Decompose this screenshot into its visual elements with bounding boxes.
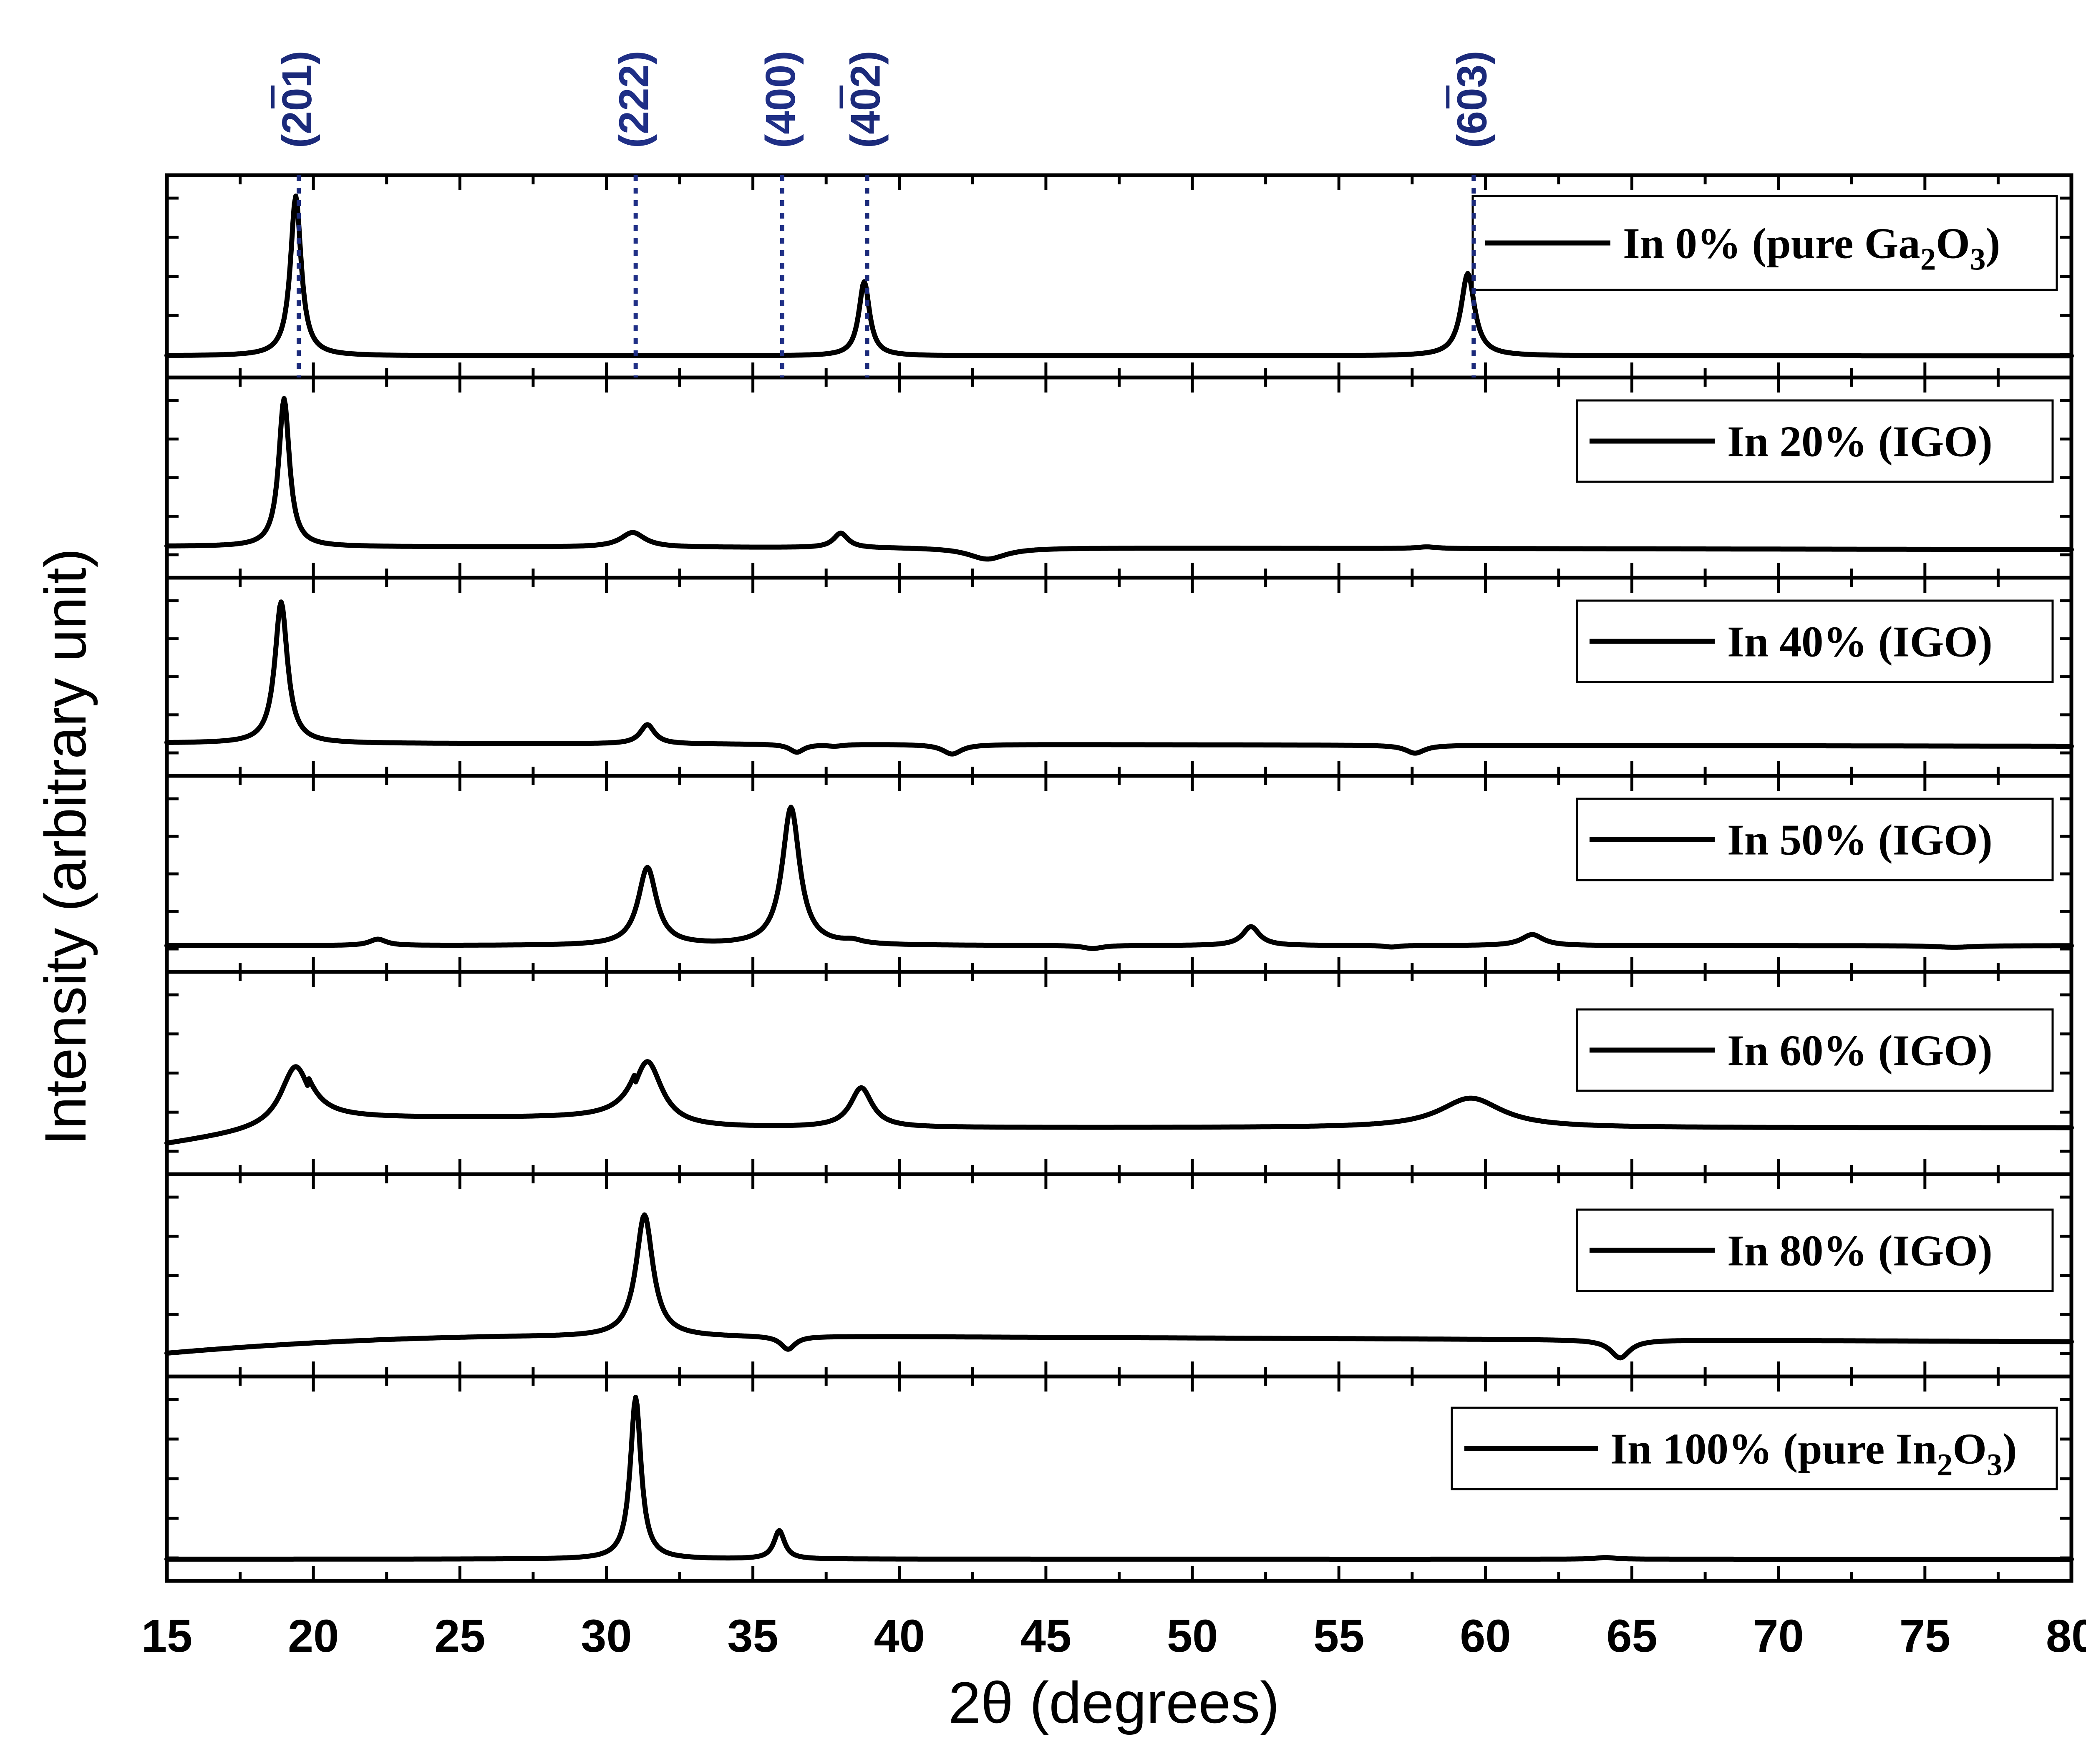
- legend-5: In 60% (IGO): [1576, 1008, 2054, 1092]
- x-tick-label: 75: [1900, 1610, 1950, 1662]
- x-tick-label: 60: [1460, 1610, 1511, 1662]
- series-line: [164, 396, 2074, 562]
- series-line: [164, 1212, 2074, 1361]
- legend-7: In 100% (pure In2O3): [1451, 1407, 2058, 1490]
- legend-6: In 80% (IGO): [1576, 1208, 2054, 1292]
- reference-line-1: (201): [271, 51, 320, 377]
- legend-4: In 50% (IGO): [1576, 798, 2054, 881]
- panels-layer: In 0% (pure Ga2O3)In 20% (IGO)In 40% (IG…: [164, 173, 2074, 1583]
- x-tick-label: 80: [2046, 1610, 2086, 1662]
- hkl-label: (201): [274, 51, 320, 148]
- hkl-label: (603): [1449, 51, 1495, 148]
- x-axis-label: 2θ (degrees): [948, 1670, 1280, 1735]
- legend-label: In 60% (IGO): [1727, 1026, 1993, 1075]
- legend-2: In 20% (IGO): [1576, 399, 2054, 483]
- x-tick-label: 45: [1020, 1610, 1071, 1662]
- x-tick-label: 30: [581, 1610, 632, 1662]
- panel-4: In 50% (IGO): [164, 774, 2074, 974]
- reference-lines-layer: (201) (222) (400) (402) (603): [271, 51, 1495, 377]
- x-tick-label: 35: [727, 1610, 778, 1662]
- x-tick-label: 25: [434, 1610, 485, 1662]
- series-line: [164, 1394, 2074, 1562]
- legend-label: In 50% (IGO): [1727, 815, 1993, 864]
- x-tick-label: 40: [874, 1610, 925, 1662]
- x-tick-label: 20: [288, 1610, 339, 1662]
- hkl-label: (402): [842, 51, 889, 148]
- legend-label-end: ): [1985, 219, 2000, 268]
- legend-label-mid: O: [1952, 1424, 1987, 1473]
- legend-3: In 40% (IGO): [1576, 599, 2054, 683]
- legend-label-main: In 40% (IGO): [1727, 617, 1993, 666]
- legend-subscript: 2: [1937, 1448, 1953, 1482]
- x-tick-label: 50: [1167, 1610, 1218, 1662]
- reference-line-4: (402): [839, 51, 889, 377]
- hkl-label: (400): [757, 51, 804, 148]
- panel-7: In 100% (pure In2O3): [164, 1374, 2074, 1583]
- legend-label-main: In 60% (IGO): [1727, 1026, 1993, 1075]
- panel-5: In 60% (IGO): [164, 970, 2074, 1176]
- x-tick-label: 15: [141, 1610, 192, 1662]
- legend-label: In 80% (IGO): [1727, 1226, 1993, 1275]
- hkl-label: (222): [611, 51, 658, 148]
- series-line: [164, 1059, 2074, 1146]
- x-tick-label: 70: [1753, 1610, 1804, 1662]
- reference-line-5: (603): [1446, 51, 1495, 377]
- legend-subscript: 3: [1970, 242, 1986, 277]
- panel-1: In 0% (pure Ga2O3): [164, 173, 2074, 380]
- legend-label-main: In 50% (IGO): [1727, 815, 1993, 864]
- x-tick-label: 55: [1313, 1610, 1364, 1662]
- panel-6: In 80% (IGO): [164, 1172, 2074, 1379]
- panel-3: In 40% (IGO): [164, 576, 2074, 778]
- legend-subscript: 2: [1920, 242, 1936, 277]
- x-tick-label: 65: [1606, 1610, 1657, 1662]
- series-line: [164, 599, 2074, 757]
- legend-label: In 20% (IGO): [1727, 417, 1993, 466]
- y-axis-label: Intensity (arbitrary unit): [33, 548, 98, 1145]
- legend-label-main: In 80% (IGO): [1727, 1226, 1993, 1275]
- legend-label: In 40% (IGO): [1727, 617, 1993, 666]
- legend-1: In 0% (pure Ga2O3): [1471, 195, 2058, 291]
- legend-label-mid: O: [1936, 219, 1970, 268]
- x-axis-layer: 15 20 25 30 35 40 45 50 55 60 65 70 75 80: [141, 1610, 2086, 1662]
- legend-label: In 0% (pure Ga2O3): [1623, 219, 2000, 277]
- legend-label-main: In 100% (pure In: [1610, 1424, 1937, 1473]
- series-line: [164, 194, 2074, 359]
- legend-label-end: ): [2003, 1424, 2017, 1473]
- legend-subscript: 3: [1987, 1448, 2003, 1482]
- legend-label: In 100% (pure In2O3): [1610, 1424, 2017, 1482]
- legend-label-main: In 20% (IGO): [1727, 417, 1993, 466]
- panel-2: In 20% (IGO): [164, 375, 2074, 580]
- legend-label-main: In 0% (pure Ga: [1623, 219, 1920, 268]
- reference-line-2: (222): [611, 51, 658, 377]
- reference-line-3: (400): [757, 51, 804, 377]
- series-line: [164, 805, 2074, 951]
